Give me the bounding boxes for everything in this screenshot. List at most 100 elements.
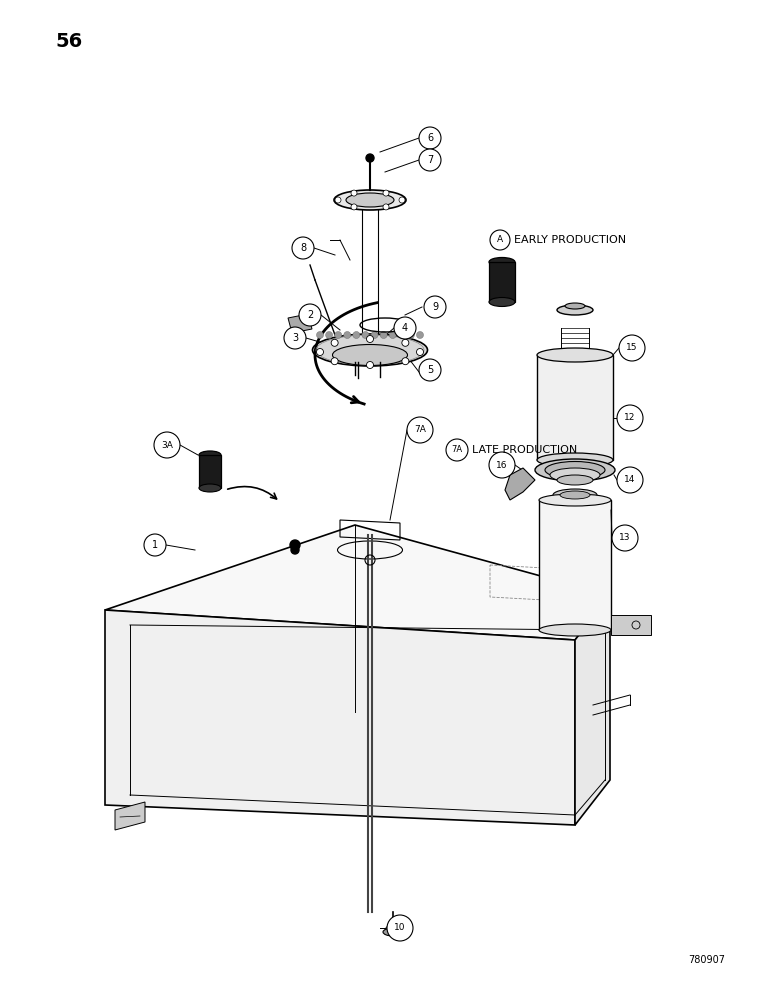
Text: 13: 13 <box>619 534 631 542</box>
Circle shape <box>317 332 323 338</box>
Circle shape <box>362 332 369 338</box>
Circle shape <box>419 359 441 381</box>
Circle shape <box>331 339 338 346</box>
Ellipse shape <box>545 462 605 479</box>
Ellipse shape <box>346 193 394 207</box>
Text: A: A <box>497 235 503 244</box>
Ellipse shape <box>489 257 515 266</box>
Polygon shape <box>611 615 651 635</box>
Text: 15: 15 <box>626 344 638 353</box>
Text: 2: 2 <box>307 310 313 320</box>
Circle shape <box>383 204 389 210</box>
Text: LATE PRODUCTION: LATE PRODUCTION <box>472 445 577 455</box>
Polygon shape <box>505 468 535 500</box>
Ellipse shape <box>386 926 400 930</box>
Circle shape <box>331 358 338 365</box>
Circle shape <box>619 335 645 361</box>
Circle shape <box>335 332 342 338</box>
Ellipse shape <box>539 494 611 506</box>
Circle shape <box>398 332 405 338</box>
Circle shape <box>424 296 446 318</box>
Ellipse shape <box>333 344 408 365</box>
Text: 3A: 3A <box>161 440 173 450</box>
Circle shape <box>335 197 341 203</box>
Polygon shape <box>115 802 145 830</box>
Ellipse shape <box>557 305 593 315</box>
Circle shape <box>380 332 387 338</box>
Ellipse shape <box>334 190 406 210</box>
Polygon shape <box>199 455 221 488</box>
Circle shape <box>351 204 357 210</box>
Circle shape <box>284 327 306 349</box>
Circle shape <box>399 197 405 203</box>
Text: 6: 6 <box>427 133 433 143</box>
Text: 7A: 7A <box>452 446 462 454</box>
Circle shape <box>489 452 515 478</box>
Circle shape <box>351 190 357 196</box>
Ellipse shape <box>537 348 613 362</box>
Circle shape <box>291 546 299 554</box>
Circle shape <box>617 405 643 431</box>
Circle shape <box>144 534 166 556</box>
Circle shape <box>419 149 441 171</box>
Text: 12: 12 <box>625 414 635 422</box>
Circle shape <box>366 154 374 162</box>
Ellipse shape <box>383 928 403 936</box>
Circle shape <box>367 336 374 342</box>
Text: 10: 10 <box>394 924 406 932</box>
Ellipse shape <box>313 334 428 366</box>
Polygon shape <box>537 355 613 460</box>
Circle shape <box>290 540 300 550</box>
Circle shape <box>383 190 389 196</box>
Circle shape <box>408 332 415 338</box>
Circle shape <box>326 332 333 338</box>
Ellipse shape <box>539 624 611 636</box>
Text: 14: 14 <box>625 476 635 485</box>
Polygon shape <box>105 610 575 825</box>
Circle shape <box>344 332 350 338</box>
Polygon shape <box>539 500 611 630</box>
Circle shape <box>299 304 321 326</box>
Ellipse shape <box>199 484 221 492</box>
Circle shape <box>446 439 468 461</box>
Ellipse shape <box>557 475 593 485</box>
Ellipse shape <box>560 491 590 499</box>
Circle shape <box>371 332 378 338</box>
Text: 1: 1 <box>152 540 158 550</box>
Circle shape <box>419 127 441 149</box>
Circle shape <box>417 349 424 356</box>
Polygon shape <box>105 525 610 640</box>
Circle shape <box>387 915 413 941</box>
Text: 7: 7 <box>427 155 433 165</box>
Circle shape <box>407 417 433 443</box>
Text: 9: 9 <box>432 302 438 312</box>
Text: 4: 4 <box>402 323 408 333</box>
Ellipse shape <box>537 453 613 467</box>
Polygon shape <box>575 595 610 825</box>
Circle shape <box>490 230 510 250</box>
Circle shape <box>154 432 180 458</box>
Polygon shape <box>288 314 312 333</box>
Text: 5: 5 <box>427 365 433 375</box>
Circle shape <box>402 339 409 346</box>
Circle shape <box>317 349 323 356</box>
Text: 56: 56 <box>55 32 83 51</box>
Ellipse shape <box>535 459 615 481</box>
Ellipse shape <box>565 303 585 309</box>
Ellipse shape <box>553 489 597 501</box>
Text: 16: 16 <box>496 460 508 470</box>
Circle shape <box>292 237 314 259</box>
Circle shape <box>612 525 638 551</box>
Ellipse shape <box>489 298 515 306</box>
Circle shape <box>617 467 643 493</box>
Polygon shape <box>489 262 515 302</box>
Text: EARLY PRODUCTION: EARLY PRODUCTION <box>514 235 626 245</box>
Circle shape <box>417 332 424 338</box>
Ellipse shape <box>199 451 221 459</box>
Circle shape <box>367 361 374 368</box>
Ellipse shape <box>550 468 600 482</box>
Text: 780907: 780907 <box>688 955 725 965</box>
Text: 7A: 7A <box>414 426 426 434</box>
Circle shape <box>353 332 360 338</box>
Circle shape <box>389 332 396 338</box>
